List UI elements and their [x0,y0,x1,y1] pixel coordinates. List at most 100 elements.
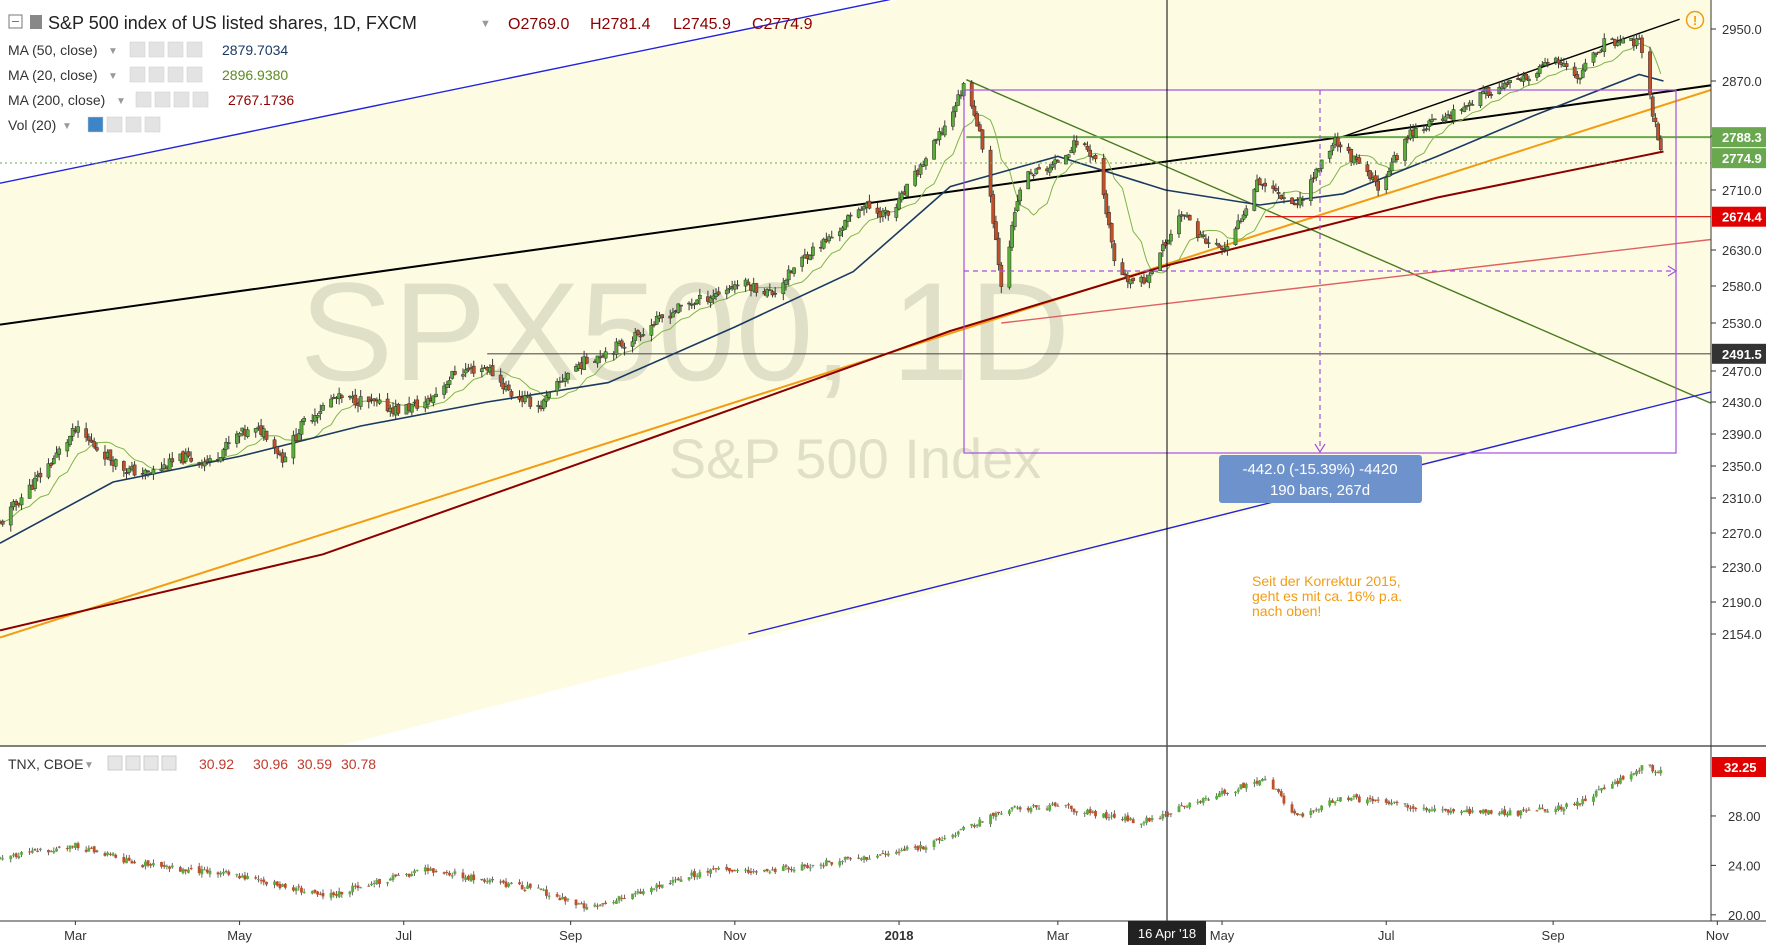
tnx-candle-body [903,848,906,851]
tnx-candle-body [978,819,982,827]
candle-body [146,470,150,473]
candle-body [92,441,97,448]
candle-body [695,299,700,304]
tnx-candle-body [1562,808,1566,812]
ma20-line[interactable] [0,43,1662,525]
tnx-candle-body [375,880,379,885]
time-axis[interactable]: Mar May Jul Sep Nov 2018 Mar May Jul Sep Nov [64,921,1729,943]
tnx-candle-body [20,852,23,855]
trendline-blue-lower[interactable] [748,390,1717,635]
tnx-controls[interactable] [107,755,177,771]
tnx-candle-body [951,834,955,838]
tnx-candle-body [106,852,110,855]
tnx-candle-body [1010,807,1014,810]
trendline-orange[interactable] [0,88,1717,639]
tnx-candle-body [405,873,408,875]
candle-body [1271,185,1276,189]
indicator-control-button[interactable] [167,41,184,58]
chevron-down-icon[interactable]: ▼ [480,18,491,30]
candle-body [786,269,791,281]
indicator-control-button[interactable] [173,91,190,108]
indicator-control-button[interactable] [192,91,209,108]
indicator-control-button[interactable] [186,66,203,83]
tnx-candle-body [536,887,540,889]
candle-body [566,372,570,380]
ma200-line[interactable] [0,150,1664,632]
tnx-candle-body [1258,780,1262,786]
tnx-candle-body [302,891,306,893]
tnx-candle-body [238,875,241,879]
tnx-candle-body [170,865,174,868]
tnx-value-close: 30.78 [341,756,376,772]
tnx-chevron-down-icon[interactable]: ▼ [84,760,94,771]
tnx-candle-body [1414,808,1418,810]
indicator-control-button[interactable] [154,91,171,108]
tnx-candle-body [28,851,32,853]
indicator-control-button[interactable] [135,91,152,108]
candle-body [218,457,223,462]
trendline-red[interactable] [1001,238,1717,324]
tnx-candle-body [130,861,134,864]
indicator-control-button[interactable] [186,41,203,58]
candle-body [765,289,769,297]
time-axis-label: Nov [1706,928,1730,943]
candle-body [1430,119,1434,122]
ma50-line[interactable] [0,73,1664,544]
candle-body [1263,182,1267,187]
tnx-candle-body [257,879,260,881]
candle-body [924,158,928,166]
tnx-axis[interactable]: 28.00 24.00 20.00 32.25 [1711,757,1766,923]
trendline-blue-upper[interactable] [0,0,911,184]
candle-body [426,398,430,405]
candle-body [630,341,635,347]
candle-body [113,459,118,467]
price-axis-label: 2390.0 [1722,427,1762,442]
time-axis-label: Sep [559,928,582,943]
indicator-control-button[interactable] [148,41,165,58]
tnx-candle-body [520,884,524,890]
candle-body [956,94,961,106]
candle-body [1327,150,1332,159]
candle-body [1279,194,1284,200]
candle-body [143,469,148,475]
tnx-candle-body [1142,822,1146,824]
tnx-candle-body [687,877,691,880]
price-axis[interactable]: 2950.02870.02790.02710.02630.02580.02530… [1711,22,1762,642]
candle-body [1012,212,1017,227]
indicator-chevron-down-icon[interactable]: ▼ [108,71,118,82]
tnx-candle-body [1309,810,1313,815]
indicator-control-button[interactable] [125,116,142,133]
indicator-control-button[interactable] [87,116,104,133]
tnx-candle-body [431,868,435,873]
tnx-value-high: 30.96 [253,756,288,772]
candle-body [1650,96,1655,117]
tnx-candle-body [472,874,476,881]
tnx-candle-body [744,869,748,871]
indicator-control-button[interactable] [144,116,161,133]
trendline-green-down[interactable] [966,79,1717,406]
flag-icon[interactable] [30,15,42,29]
tnx-candle-body [122,856,126,863]
alert-icon[interactable]: ! [1685,10,1705,30]
indicator-control-button[interactable] [148,66,165,83]
indicator-control-button[interactable] [129,66,146,83]
tnx-candle-body [1293,810,1297,814]
candle-body [716,291,721,295]
tnx-candle-body [152,863,155,866]
indicator-control-button[interactable] [167,66,184,83]
indicator-chevron-down-icon[interactable]: ▼ [108,46,118,57]
tnx-candle-body [1126,815,1130,822]
tnx-candle-body [1444,808,1447,811]
candle-body [767,289,772,292]
price-axis-label: 2630.0 [1722,243,1762,258]
tnx-candle-body [1196,801,1200,803]
candle-body [899,192,904,201]
collapse-legend-button[interactable] [8,14,23,29]
indicator-control-button[interactable] [129,41,146,58]
indicator-control-button[interactable] [106,116,123,133]
indicator-chevron-down-icon[interactable]: ▼ [116,96,126,107]
tnx-candle-body [243,875,247,880]
candle-body [951,111,955,127]
tnx-axis-label: 20.00 [1728,908,1761,923]
indicator-chevron-down-icon[interactable]: ▼ [62,121,72,132]
